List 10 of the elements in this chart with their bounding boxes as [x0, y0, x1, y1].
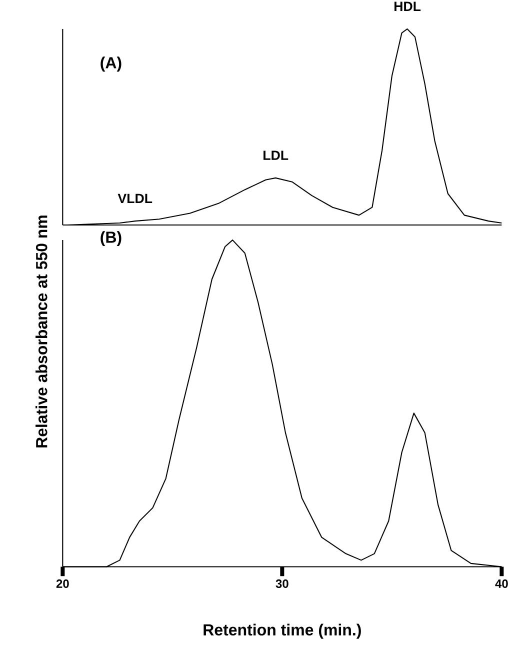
x-tick-label: 20 — [56, 579, 69, 588]
annotation: LDL — [264, 150, 288, 160]
text: (A) — [100, 56, 122, 72]
x-tick-label: 30 — [276, 579, 288, 588]
chart-title: (B) — [100, 231, 122, 246]
annotation: VLDL — [118, 194, 152, 204]
y-axis-title: Relative absorbance at 550 nm — [36, 216, 48, 448]
annotation: HDL — [394, 2, 421, 11]
x-tick-label: 40 — [495, 579, 508, 588]
x-axis-title: Retention time (min.) — [204, 624, 361, 639]
